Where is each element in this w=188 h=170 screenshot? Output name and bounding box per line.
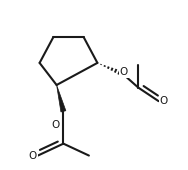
Text: O: O <box>29 151 37 160</box>
Text: O: O <box>52 120 60 130</box>
Text: O: O <box>120 67 128 77</box>
Text: O: O <box>160 96 168 106</box>
Polygon shape <box>57 85 66 112</box>
